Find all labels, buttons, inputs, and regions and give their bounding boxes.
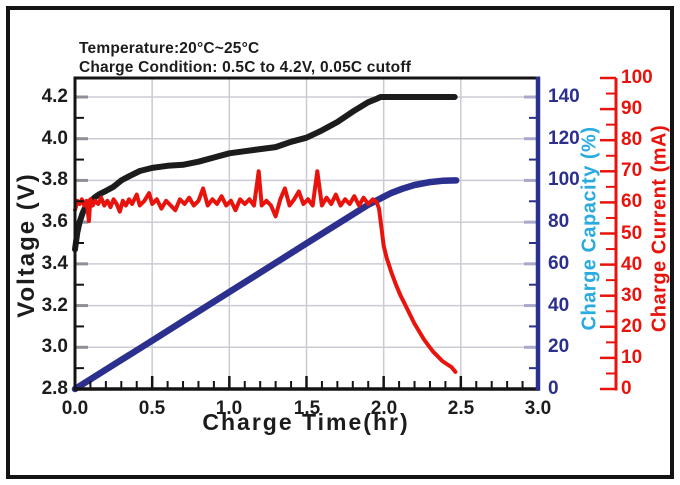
capacity-tick-label: 60	[548, 253, 570, 274]
capacity-tick-label: 0	[548, 378, 559, 399]
capacity-tick-label: 20	[548, 336, 570, 357]
time-tick-label: 0.0	[61, 398, 89, 419]
series-current-curve	[73, 169, 458, 374]
current-tick-label: 90	[621, 98, 643, 119]
current-tick-label: 50	[621, 223, 643, 244]
voltage-tick-label: 3.4	[41, 253, 68, 274]
current-tick-label: 20	[621, 316, 643, 337]
series-voltage-curve	[72, 94, 458, 253]
chart-annotation-temperature: Temperature:20°C~25°C	[79, 40, 260, 57]
voltage-tick-label: 4.2	[41, 86, 68, 107]
time-tick-label: 2.5	[447, 398, 475, 419]
voltage-tick-label: 3.8	[41, 169, 68, 190]
current-tick-label: 30	[621, 285, 643, 306]
voltage-tick-label: 3.6	[41, 211, 68, 232]
capacity-axis-title: Charge Capacity (%)	[578, 126, 601, 331]
time-tick-label: 0.5	[138, 398, 166, 419]
current-tick-label: 60	[621, 191, 643, 212]
capacity-tick-label: 80	[548, 211, 570, 232]
voltage-tick-label: 4.0	[41, 128, 68, 149]
time-tick-label: 3.0	[524, 398, 552, 419]
time-tick-label: 1.5	[293, 398, 321, 419]
voltage-axis-title: Voltage (V)	[13, 172, 40, 318]
current-tick-label: 0	[621, 378, 632, 399]
current-axis-title: Charge Current (mA)	[648, 124, 671, 333]
capacity-tick-label: 100	[548, 169, 580, 190]
capacity-tick-label: 140	[548, 86, 580, 107]
series-capacity-curve	[71, 177, 460, 393]
voltage-tick-label: 2.8	[41, 378, 68, 399]
capacity-tick-label: 120	[548, 128, 580, 149]
voltage-tick-label: 3.0	[41, 336, 68, 357]
time-tick-label: 2.0	[370, 398, 398, 419]
capacity-tick-label: 40	[548, 295, 570, 316]
current-tick-label: 40	[621, 254, 643, 275]
chart-annotation-charge-condition: Charge Condition: 0.5C to 4.2V, 0.05C cu…	[79, 59, 412, 76]
current-tick-label: 10	[621, 347, 643, 368]
time-axis-title: Charge Time(hr)	[202, 409, 410, 435]
voltage-tick-label: 3.2	[41, 295, 68, 316]
time-tick-label: 1.0	[215, 398, 243, 419]
current-tick-label: 70	[621, 160, 643, 181]
current-tick-label: 100	[621, 67, 653, 88]
current-tick-label: 80	[621, 129, 643, 150]
